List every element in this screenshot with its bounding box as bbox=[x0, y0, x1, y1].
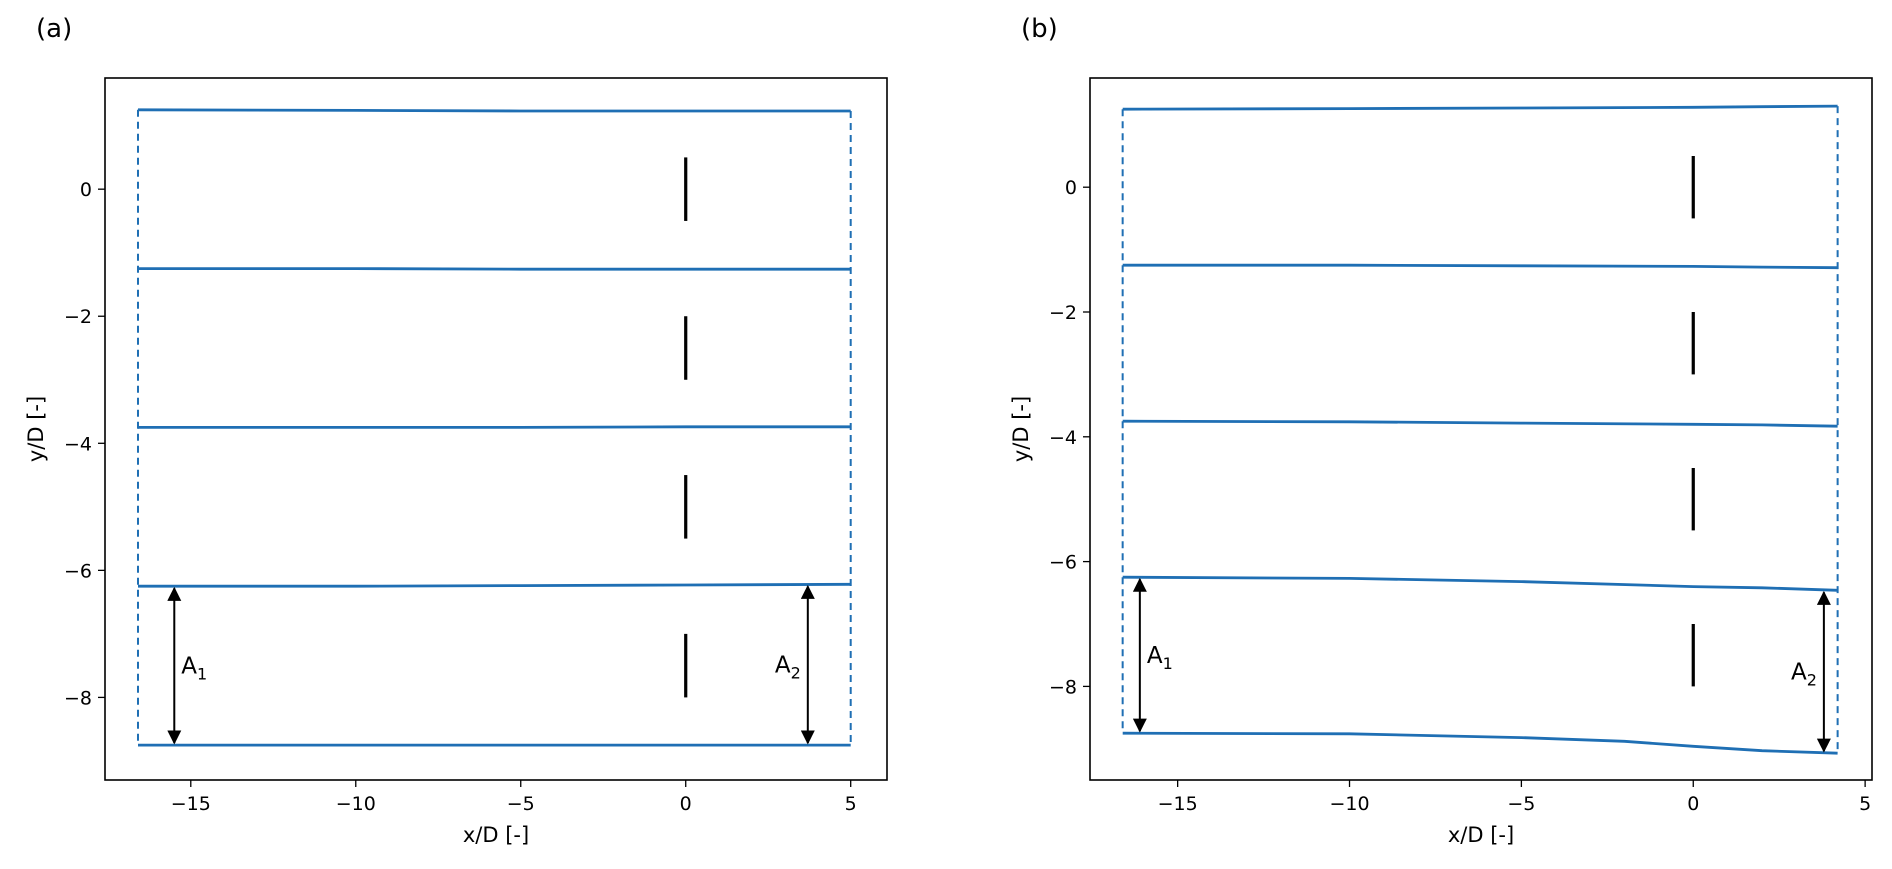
y-axis-label: y/D [-] bbox=[1009, 396, 1033, 462]
streamline-1 bbox=[137, 108, 851, 113]
plot-frame bbox=[104, 77, 888, 781]
x-tick-label: −15 bbox=[1158, 793, 1198, 815]
streamline-3 bbox=[138, 425, 851, 429]
streamline-1 bbox=[1122, 104, 1838, 111]
streamline-2 bbox=[1122, 263, 1838, 270]
streamline-4 bbox=[138, 582, 851, 588]
x-tick-label: −15 bbox=[171, 793, 211, 815]
plot-frame bbox=[1089, 77, 1873, 781]
y-tick-label: −2 bbox=[1049, 302, 1077, 324]
annotation-A1: A1 bbox=[181, 654, 207, 684]
x-tick-label: −10 bbox=[336, 793, 376, 815]
streamline-5 bbox=[1122, 731, 1838, 755]
streamline-2 bbox=[138, 267, 851, 271]
x-tick-label: −5 bbox=[507, 793, 535, 815]
annotation-A2: A2 bbox=[1791, 660, 1817, 690]
chart-panel-b: −15 −10 −5 0 5 0 −2 −4 −6 −8 x/D [-] y/D [-] A1 A2 bbox=[1009, 77, 1873, 847]
y-tick-label: 0 bbox=[1065, 177, 1077, 199]
x-axis-label: x/D [-] bbox=[463, 823, 529, 847]
annotation-A2: A2 bbox=[775, 653, 801, 683]
x-tick-label: −10 bbox=[1329, 793, 1369, 815]
y-tick-label: 0 bbox=[80, 179, 92, 201]
x-tick-label: 0 bbox=[680, 793, 692, 815]
panel-label-b: (b) bbox=[1021, 14, 1058, 44]
x-tick-label: 0 bbox=[1687, 793, 1699, 815]
streamline-4 bbox=[1122, 575, 1838, 592]
y-tick-label: −6 bbox=[64, 560, 92, 582]
chart-panel-a: −15 −10 −5 0 5 0 −2 −4 −6 −8 x/D [-] y/D [-] A1 A2 bbox=[24, 77, 888, 847]
y-tick-label: −2 bbox=[64, 306, 92, 328]
x-tick-label: −5 bbox=[1507, 793, 1535, 815]
y-tick-label: −6 bbox=[1049, 552, 1077, 574]
x-axis-label: x/D [-] bbox=[1448, 823, 1514, 847]
x-tick-label: 5 bbox=[845, 793, 857, 815]
annotation-A1: A1 bbox=[1147, 643, 1173, 673]
y-tick-label: −8 bbox=[1049, 676, 1077, 698]
panel-label-a: (a) bbox=[36, 14, 73, 44]
y-axis-label: y/D [-] bbox=[24, 396, 48, 462]
y-tick-label: −8 bbox=[64, 687, 92, 709]
y-tick-label: −4 bbox=[1049, 427, 1077, 449]
y-tick-label: −4 bbox=[64, 433, 92, 455]
x-tick-label: 5 bbox=[1859, 793, 1871, 815]
streamline-3 bbox=[1122, 419, 1838, 428]
